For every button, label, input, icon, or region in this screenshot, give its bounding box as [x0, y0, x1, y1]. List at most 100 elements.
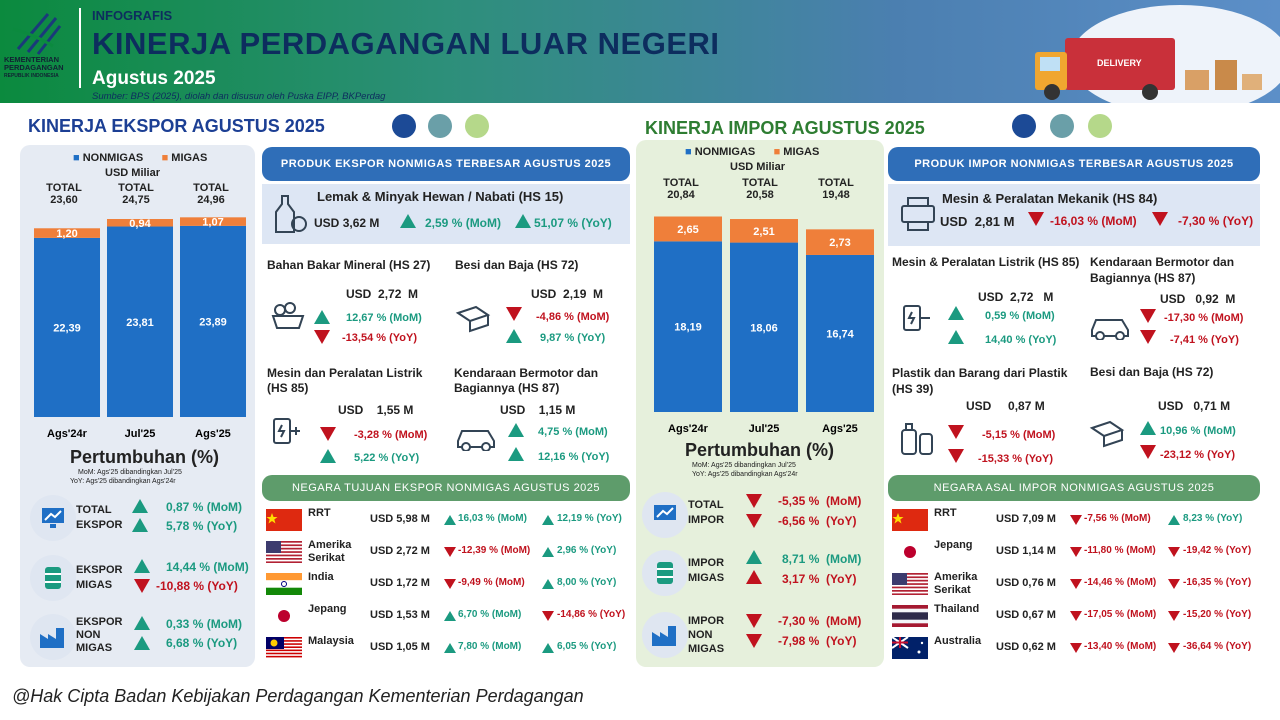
country-yoy: -16,35 % (YoY) — [1183, 577, 1252, 588]
country-yoy: 2,96 % (YoY) — [557, 545, 617, 556]
export-total-2: TOTAL 24,96 — [193, 182, 229, 206]
import-total-0: TOTAL 20,84 — [663, 177, 699, 201]
country-value: USD 0,76 M — [996, 577, 1056, 589]
down-arrow-icon — [1070, 579, 1082, 589]
country-row: Thailand USD 0,67 M -17,05 % (MoM) -15,20 %… — [888, 601, 1260, 631]
country-name: Australia — [934, 635, 982, 647]
country-yoy: -36,64 % (YoY) — [1183, 641, 1252, 652]
factory-icon — [642, 612, 688, 658]
up-arrow-icon — [515, 214, 531, 228]
decor-dot — [465, 114, 489, 138]
import-growth-total: TOTAL IMPOR -5,35 % (MoM) -6,56 % (YoY) — [642, 488, 882, 538]
export-growth-title: Pertumbuhan (%) — [70, 447, 220, 467]
export-product-tile: Besi dan Baja (HS 72) USD 2,19 M -4,86 %… — [454, 258, 610, 344]
country-value: USD 1,05 M — [370, 641, 430, 653]
bar-nonmigas — [107, 226, 173, 417]
up-arrow-icon — [134, 616, 150, 630]
import-countries-list: RRT USD 7,09 M -7,56 % (MoM) 8,23 % (YoY) Je… — [888, 505, 1260, 665]
export-countries-header: NEGARA TUJUAN EKSPOR NONMIGAS AGUSTUS 20… — [262, 475, 630, 501]
page-title: KINERJA PERDAGANGAN LUAR NEGERI — [92, 26, 720, 61]
up-arrow-icon — [542, 643, 554, 653]
country-name: Jepang — [308, 603, 347, 615]
down-arrow-icon — [134, 579, 150, 593]
export-title: KINERJA EKSPOR AGUSTUS 2025 — [28, 116, 325, 136]
import-growth-title: Pertumbuhan (%) — [685, 440, 835, 460]
up-arrow-icon — [444, 515, 456, 525]
category-label: Ags'24r — [668, 423, 709, 435]
bar-nonmigas — [806, 254, 874, 412]
bar-migas — [34, 228, 100, 238]
ministry-logo: KEMENTERIAN PERDAGANGAN REPUBLIK INDONES… — [0, 0, 80, 103]
down-arrow-icon — [948, 425, 964, 439]
up-arrow-icon — [1140, 421, 1156, 435]
growth-yoy: 5,78 % — [166, 519, 204, 533]
flag-icon — [892, 573, 928, 596]
down-arrow-icon — [1070, 643, 1082, 653]
bar-nonmigas — [34, 237, 100, 417]
country-row: Amerika Serikat USD 2,72 M -12,39 % (MoM) 2… — [262, 537, 630, 567]
country-row: India USD 1,72 M -9,49 % (MoM) 8,00 % (YoY) — [262, 569, 630, 599]
import-products-header: PRODUK IMPOR NONMIGAS TERBESAR AGUSTUS 2… — [888, 147, 1260, 181]
import-total-1: TOTAL 20,58 — [742, 177, 778, 201]
legend-nonmigas: NONMIGAS — [82, 152, 144, 164]
export-bar-chart: 22,39 1,20 Ags'24r 23,81 0,94 Jul'25 23,89 1,07… — [20, 212, 255, 442]
import-growth-nonmigas: IMPOR NON MIGAS -7,30 % (MoM) -7,98 % (YoY… — [642, 608, 882, 664]
bar-value-label: 18,19 — [674, 322, 702, 334]
import-legend: ■ NONMIGAS ■ MIGAS — [685, 146, 820, 158]
country-mom: -17,05 % (MoM) — [1084, 609, 1157, 620]
country-mom: 7,80 % (MoM) — [458, 641, 522, 652]
car-icon — [454, 421, 498, 456]
growth-mom: 0,87 % — [166, 500, 204, 514]
import-countries-header: NEGARA ASAL IMPOR NONMIGAS AGUSTUS 2025 — [888, 475, 1260, 501]
category-label: Ags'25 — [195, 428, 231, 440]
up-arrow-icon — [314, 310, 330, 324]
down-arrow-icon — [746, 514, 762, 528]
up-arrow-icon — [542, 547, 554, 557]
up-arrow-icon — [134, 636, 150, 650]
oil-barrel-icon — [642, 550, 688, 596]
country-mom: -13,40 % (MoM) — [1084, 641, 1157, 652]
export-total-1: TOTAL 24,75 — [118, 182, 154, 206]
country-row: RRT USD 5,98 M 16,03 % (MoM) 12,19 % (YoY) — [262, 505, 630, 535]
down-arrow-icon — [746, 634, 762, 648]
oil-barrel-icon — [30, 555, 76, 601]
export-growth-migas: EKSPOR MIGAS 14,44 % (MoM) -10,88 % (YoY) — [26, 555, 256, 605]
country-name: Amerika Serikat — [308, 539, 352, 564]
down-arrow-icon — [1140, 330, 1156, 344]
down-arrow-icon — [1070, 611, 1082, 621]
printer-machine-icon — [898, 194, 938, 239]
country-yoy: 6,05 % (YoY) — [557, 641, 617, 652]
plug-icon — [900, 302, 936, 341]
bar-value-label: 2,73 — [829, 237, 850, 249]
up-arrow-icon — [1168, 515, 1180, 525]
flag-icon — [891, 636, 928, 659]
bar-migas — [654, 216, 722, 242]
down-arrow-icon — [1168, 579, 1180, 589]
import-growth-migas: IMPOR MIGAS 8,71 % (MoM) 3,17 % (YoY) — [642, 548, 882, 598]
coal-cart-icon — [270, 300, 306, 339]
export-countries-list: RRT USD 5,98 M 16,03 % (MoM) 12,19 % (YoY) A… — [262, 505, 630, 665]
country-mom: -9,49 % (MoM) — [458, 577, 525, 588]
header-month: Agustus 2025 — [92, 68, 216, 89]
country-mom: 16,03 % (MoM) — [458, 513, 527, 524]
logo-icon — [12, 13, 62, 55]
up-arrow-icon — [132, 499, 148, 513]
down-arrow-icon — [1168, 547, 1180, 557]
header-source: Sumber: BPS (2025), diolah dan disusun o… — [92, 91, 386, 102]
down-arrow-icon — [542, 611, 554, 621]
down-arrow-icon — [1028, 212, 1044, 226]
export-growth-nonmigas: EKSPOR NON MIGAS 0,33 % (MoM) 6,68 % (YoY) — [26, 612, 256, 664]
down-arrow-icon — [1168, 611, 1180, 621]
export-legend: ■ NONMIGAS ■ MIGAS — [73, 152, 208, 164]
header-kicker: INFOGRAFIS — [92, 8, 173, 23]
monitor-chart-icon — [642, 492, 688, 538]
country-value: USD 2,72 M — [370, 545, 430, 557]
country-value: USD 1,53 M — [370, 609, 430, 621]
export-product-tile: Mesin dan Peralatan Listrik (HS 85) USD … — [267, 366, 428, 464]
decor-dot — [1050, 114, 1074, 138]
export-unit: USD Miliar — [105, 167, 161, 179]
country-row: Australia USD 0,62 M -13,40 % (MoM) -36,64 … — [888, 633, 1260, 663]
import-product-tile: Mesin & Peralatan Listrik (HS 85) USD 2,… — [892, 255, 1080, 346]
steel-beam-icon — [454, 303, 492, 340]
up-arrow-icon — [948, 330, 964, 344]
